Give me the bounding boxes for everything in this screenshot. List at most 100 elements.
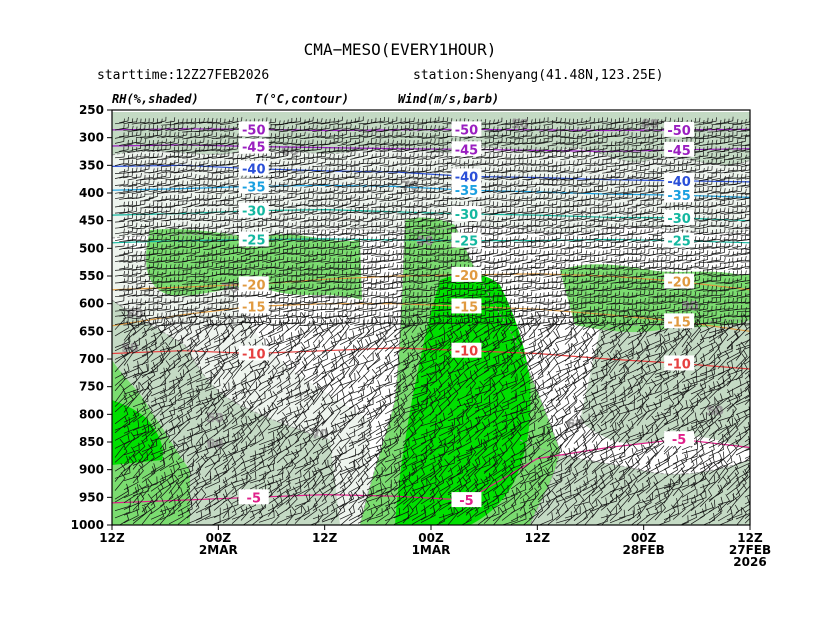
wind-barb <box>303 173 314 179</box>
wind-barb <box>127 241 137 248</box>
wind-barb <box>350 124 361 130</box>
wind-barb <box>519 343 536 357</box>
wind-barb <box>648 137 658 144</box>
wind-barb <box>528 352 544 368</box>
wind-barb <box>127 250 138 257</box>
wind-barb <box>509 126 520 132</box>
wind-barb <box>211 311 222 317</box>
wind-barb <box>573 343 589 360</box>
wind-barb <box>573 312 587 331</box>
wind-barb <box>581 241 591 248</box>
wind-barb <box>411 325 427 340</box>
wind-barb <box>484 126 495 132</box>
wind-barb <box>522 125 532 132</box>
wind-barb <box>358 203 369 209</box>
wind-barb <box>219 298 230 304</box>
wind-barb <box>173 221 184 228</box>
wind-barb <box>513 283 524 290</box>
wind-barb <box>648 262 658 270</box>
legend-rh: RH(%,shaded) <box>112 92 199 106</box>
wind-barb <box>190 209 200 216</box>
wind-barb <box>324 249 335 255</box>
wind-barb <box>392 221 402 228</box>
wind-barb <box>726 331 739 350</box>
wind-barb <box>144 221 154 228</box>
wind-barb <box>182 118 193 124</box>
wind-barb <box>686 221 697 227</box>
wind-barb <box>618 311 629 317</box>
wind-barb <box>526 214 537 221</box>
wind-barb <box>228 277 239 283</box>
wind-barb <box>114 152 125 159</box>
wind-barb <box>177 257 188 263</box>
wind-barb <box>648 131 659 138</box>
wind-barb <box>123 271 134 277</box>
wind-barb <box>438 283 449 289</box>
wind-barb <box>585 256 596 263</box>
wind-barb <box>156 138 168 144</box>
wind-barb <box>732 145 743 152</box>
wind-barb <box>434 179 444 186</box>
wind-barb <box>404 152 415 159</box>
wind-barb <box>383 207 394 213</box>
wind-barb <box>690 261 700 268</box>
wind-barb <box>345 215 357 221</box>
wind-barb <box>339 336 352 355</box>
wind-barb <box>585 118 595 125</box>
wind-barb <box>568 236 579 243</box>
wind-barb <box>476 317 486 324</box>
wind-barb <box>654 332 670 347</box>
wind-barb <box>519 329 536 344</box>
wind-barb <box>270 248 281 255</box>
wind-barb <box>505 208 516 215</box>
wind-barb <box>543 159 553 166</box>
wind-barb <box>270 132 280 139</box>
wind-barb <box>669 227 679 234</box>
wind-barb <box>379 312 390 318</box>
wind-barb <box>723 291 734 298</box>
wind-barb <box>337 154 348 161</box>
wind-barb <box>396 172 407 179</box>
wind-barb <box>474 317 489 334</box>
wind-barb <box>341 195 352 201</box>
wind-barb <box>417 317 427 325</box>
wind-barb <box>177 337 193 353</box>
wind-barb <box>686 291 696 298</box>
wind-barb <box>204 350 221 364</box>
wind-barb <box>341 214 352 221</box>
wind-barb <box>543 242 554 249</box>
wind-barb <box>329 244 339 250</box>
wind-barb <box>488 298 499 305</box>
wind-barb <box>652 208 662 216</box>
wind-barb <box>150 327 163 346</box>
wind-barb <box>400 235 411 241</box>
wind-barb <box>459 289 469 297</box>
wind-barb <box>463 255 473 262</box>
wind-barb <box>564 229 574 237</box>
wind-barb <box>627 292 638 298</box>
wind-barb <box>131 179 142 186</box>
wind-barb <box>337 130 347 137</box>
wind-barb <box>505 132 515 139</box>
wind-barb <box>148 167 159 174</box>
wind-barb <box>736 235 746 242</box>
wind-barb <box>266 124 276 130</box>
wind-barb <box>735 341 746 361</box>
wind-barb <box>337 229 347 237</box>
wind-barb <box>358 180 368 187</box>
wind-barb <box>421 270 432 276</box>
wind-barb <box>438 140 449 146</box>
wind-barb <box>274 320 285 327</box>
wind-barb <box>299 283 310 289</box>
wind-barb <box>224 186 235 192</box>
wind-barb <box>564 250 575 257</box>
wind-barb <box>513 291 524 297</box>
wind-barb <box>526 257 537 263</box>
wind-barb <box>501 227 511 234</box>
wind-barb <box>635 222 646 229</box>
wind-barb <box>694 236 705 241</box>
wind-barb <box>337 181 348 188</box>
wind-barb <box>316 194 327 200</box>
wind-barb <box>312 222 322 229</box>
wind-barb <box>446 200 457 207</box>
